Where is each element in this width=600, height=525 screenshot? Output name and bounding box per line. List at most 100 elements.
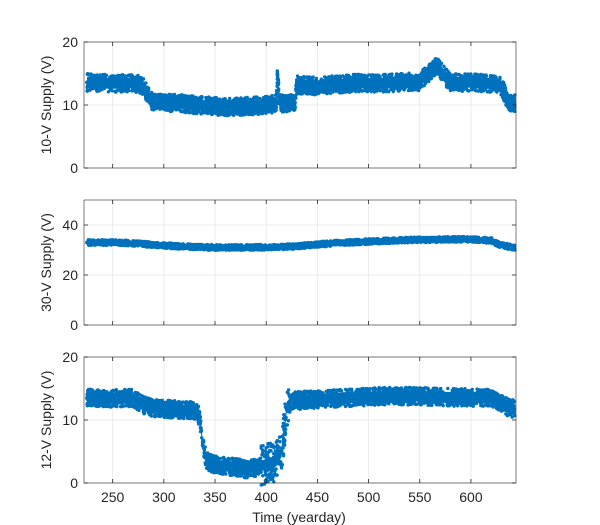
data-point: [111, 74, 116, 78]
data-point: [345, 74, 349, 78]
data-point: [100, 80, 105, 85]
data-point: [505, 99, 510, 104]
data-point: [104, 73, 109, 78]
data-point: [238, 113, 242, 117]
data-point: [330, 74, 334, 78]
data-point: [143, 87, 148, 92]
data-point: [293, 107, 297, 112]
data-point: [315, 84, 320, 89]
data-point: [417, 79, 422, 84]
data-point: [120, 89, 124, 93]
data-band-segment: [378, 77, 400, 89]
data-band-segment: [163, 97, 185, 110]
data-point: [277, 101, 282, 106]
ylabel-10v: 10-V Supply (V): [38, 56, 54, 155]
data-point: [270, 93, 274, 98]
data-point: [150, 90, 154, 95]
data-point: [511, 101, 516, 106]
data-point: [356, 80, 361, 85]
data-point: [119, 73, 123, 78]
data-point: [163, 93, 168, 97]
data-point: [351, 88, 355, 93]
data-point: [264, 103, 269, 107]
data-point: [342, 89, 347, 94]
data-point: [356, 72, 360, 77]
data-point: [365, 74, 370, 78]
data-point: [474, 89, 479, 93]
data-point: [186, 94, 191, 98]
series-30v: [85, 234, 517, 252]
data-point: [307, 75, 311, 79]
y-tick-label: 20: [62, 34, 78, 50]
data-point: [300, 75, 304, 80]
data-point: [183, 109, 188, 114]
data-point: [86, 72, 90, 76]
data-band-segment: [225, 100, 246, 113]
y-tick-label: 10: [62, 97, 78, 113]
data-point: [193, 96, 198, 100]
data-point: [221, 97, 226, 101]
data-point: [456, 73, 460, 77]
data-point: [413, 88, 417, 92]
data-point: [326, 76, 330, 80]
data-point: [159, 92, 163, 97]
data-point: [294, 82, 299, 87]
data-point: [179, 109, 183, 114]
data-point: [214, 96, 218, 100]
data-point: [218, 97, 222, 102]
data-point: [433, 57, 438, 61]
data-point: [499, 84, 504, 89]
data-point: [292, 100, 297, 105]
data-point: [434, 63, 439, 68]
data-point: [284, 101, 289, 106]
data-point: [484, 73, 488, 78]
data-point: [298, 92, 302, 96]
data-point: [432, 74, 436, 78]
data-point: [376, 81, 381, 86]
data-band-segment: [317, 78, 338, 92]
data-point: [275, 72, 280, 77]
data-point: [423, 66, 427, 70]
data-point: [130, 74, 134, 78]
data-point: [448, 88, 453, 92]
data-band-segment: [450, 77, 471, 89]
data-point: [280, 93, 284, 97]
data-point: [113, 89, 118, 94]
data-point: [167, 108, 172, 113]
series-10v: [85, 57, 517, 118]
data-band-segment: [399, 76, 420, 88]
grid-30v: [84, 200, 516, 326]
data-point: [448, 80, 453, 85]
data-point: [464, 72, 468, 77]
data-point: [341, 74, 345, 78]
data-point: [354, 89, 358, 94]
data-point: [139, 82, 144, 87]
data-band-segment: [87, 77, 103, 89]
grid-10v: [84, 41, 516, 169]
data-point: [249, 111, 253, 116]
data-point: [489, 74, 493, 78]
data-point: [223, 104, 228, 109]
data-point: [378, 88, 383, 93]
data-point: [417, 88, 421, 93]
data-band-segment: [296, 79, 318, 92]
data-point: [385, 89, 390, 93]
data-point: [101, 72, 105, 77]
data-point: [347, 89, 351, 94]
data-point: [116, 73, 120, 78]
data-point: [202, 103, 207, 108]
data-point: [207, 95, 211, 99]
data-point: [244, 112, 248, 116]
data-band-segment: [245, 99, 267, 112]
data-band-segment: [102, 77, 118, 89]
data-point: [258, 110, 262, 115]
data-point: [407, 71, 411, 75]
data-point: [489, 81, 494, 86]
data-point: [357, 88, 362, 93]
data-point: [88, 88, 92, 93]
data-point: [335, 82, 340, 87]
data-point: [274, 88, 279, 93]
data-point: [161, 100, 166, 105]
